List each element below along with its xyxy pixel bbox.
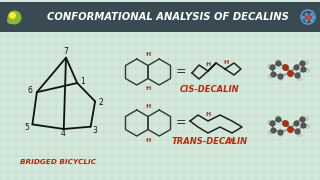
Text: 5: 5 xyxy=(24,123,29,132)
Text: H: H xyxy=(205,111,211,116)
Text: 7: 7 xyxy=(64,47,68,56)
Text: H: H xyxy=(229,138,235,143)
Text: 2: 2 xyxy=(99,98,103,107)
Text: 3: 3 xyxy=(92,126,97,135)
Text: TRANS-DECALIN: TRANS-DECALIN xyxy=(172,136,248,145)
Text: 1: 1 xyxy=(80,76,84,86)
Text: H: H xyxy=(205,62,211,66)
Text: CONFORMATIONAL ANALYSIS OF DECALINS: CONFORMATIONAL ANALYSIS OF DECALINS xyxy=(47,12,289,22)
Text: H: H xyxy=(145,103,151,109)
Text: H: H xyxy=(223,60,228,66)
Text: 4: 4 xyxy=(60,129,65,138)
Text: =: = xyxy=(176,116,186,129)
FancyBboxPatch shape xyxy=(0,2,320,32)
Text: 6: 6 xyxy=(28,86,32,95)
Text: H: H xyxy=(145,87,151,91)
Text: H: H xyxy=(145,138,151,143)
Text: H: H xyxy=(145,53,151,57)
Text: CIS-DECALIN: CIS-DECALIN xyxy=(180,86,240,94)
Text: BRIDGED BICYCLIC: BRIDGED BICYCLIC xyxy=(20,159,96,165)
Text: =: = xyxy=(176,66,186,78)
